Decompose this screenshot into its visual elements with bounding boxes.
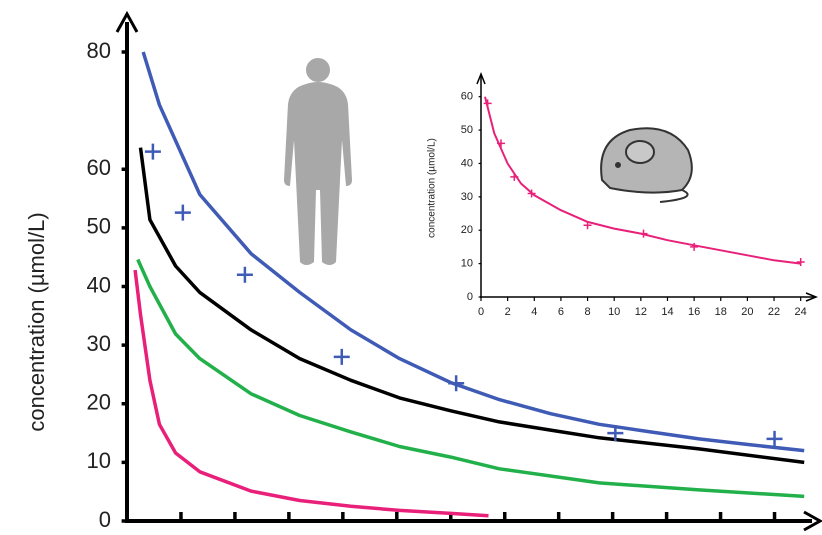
- data-point: [690, 242, 699, 251]
- data-point: [796, 257, 805, 266]
- x-tick-label: 18: [715, 306, 727, 318]
- y-tick-label: 0: [467, 291, 473, 303]
- x-tick-label: 24: [795, 306, 807, 318]
- data-point: [583, 221, 592, 230]
- x-tick-label: 8: [584, 306, 590, 318]
- data-point: [766, 430, 783, 447]
- data-point: [496, 139, 505, 148]
- y-tick-label: 60: [87, 155, 111, 180]
- y-tick-label: 80: [87, 38, 111, 63]
- inset-axes: [476, 71, 819, 302]
- y-tick-label: 20: [87, 390, 111, 415]
- data-point: [448, 375, 465, 392]
- curve: [136, 258, 805, 499]
- inset-y-axis-label: concentration (µmol/L): [427, 138, 438, 238]
- x-tick-label: 2: [505, 306, 511, 318]
- x-tick-label: 0: [478, 306, 484, 318]
- y-tick-label: 30: [87, 331, 111, 356]
- data-point: [144, 143, 161, 160]
- main-axes: [115, 10, 822, 532]
- x-tick-label: 22: [768, 306, 780, 318]
- data-point: [236, 266, 253, 283]
- x-tick-label: 4: [531, 306, 537, 318]
- x-tick-label: 14: [661, 306, 673, 318]
- curve: [141, 51, 805, 453]
- y-tick-label: 20: [461, 224, 473, 236]
- data-point: [510, 172, 519, 181]
- curve: [138, 147, 805, 465]
- y-tick-label: 30: [461, 191, 473, 203]
- x-tick-label: 12: [635, 306, 647, 318]
- x-tick-label: 20: [741, 306, 753, 318]
- data-point: [333, 348, 350, 365]
- y-tick-label: 10: [461, 258, 473, 270]
- y-tick-label: 60: [461, 91, 473, 103]
- data-point: [527, 189, 536, 198]
- mouse-icon: [600, 127, 693, 203]
- data-point: [483, 99, 492, 108]
- x-tick-label: 10: [608, 306, 620, 318]
- curve: [133, 269, 489, 518]
- data-point: [607, 425, 624, 442]
- human-icon: [284, 58, 352, 265]
- y-tick-label: 50: [87, 214, 111, 239]
- x-tick-label: 6: [558, 306, 564, 318]
- y-tick-label: 40: [87, 272, 111, 297]
- y-tick-label: 10: [87, 448, 111, 473]
- curve: [484, 96, 801, 265]
- data-point: [174, 204, 191, 221]
- y-tick-label: 50: [461, 124, 473, 136]
- y-tick-label: 40: [461, 157, 473, 169]
- y-tick-label: 0: [99, 507, 111, 532]
- data-point: [639, 229, 648, 238]
- y-axis-label: concentration (µmol/L): [24, 212, 49, 431]
- x-tick-label: 16: [688, 306, 700, 318]
